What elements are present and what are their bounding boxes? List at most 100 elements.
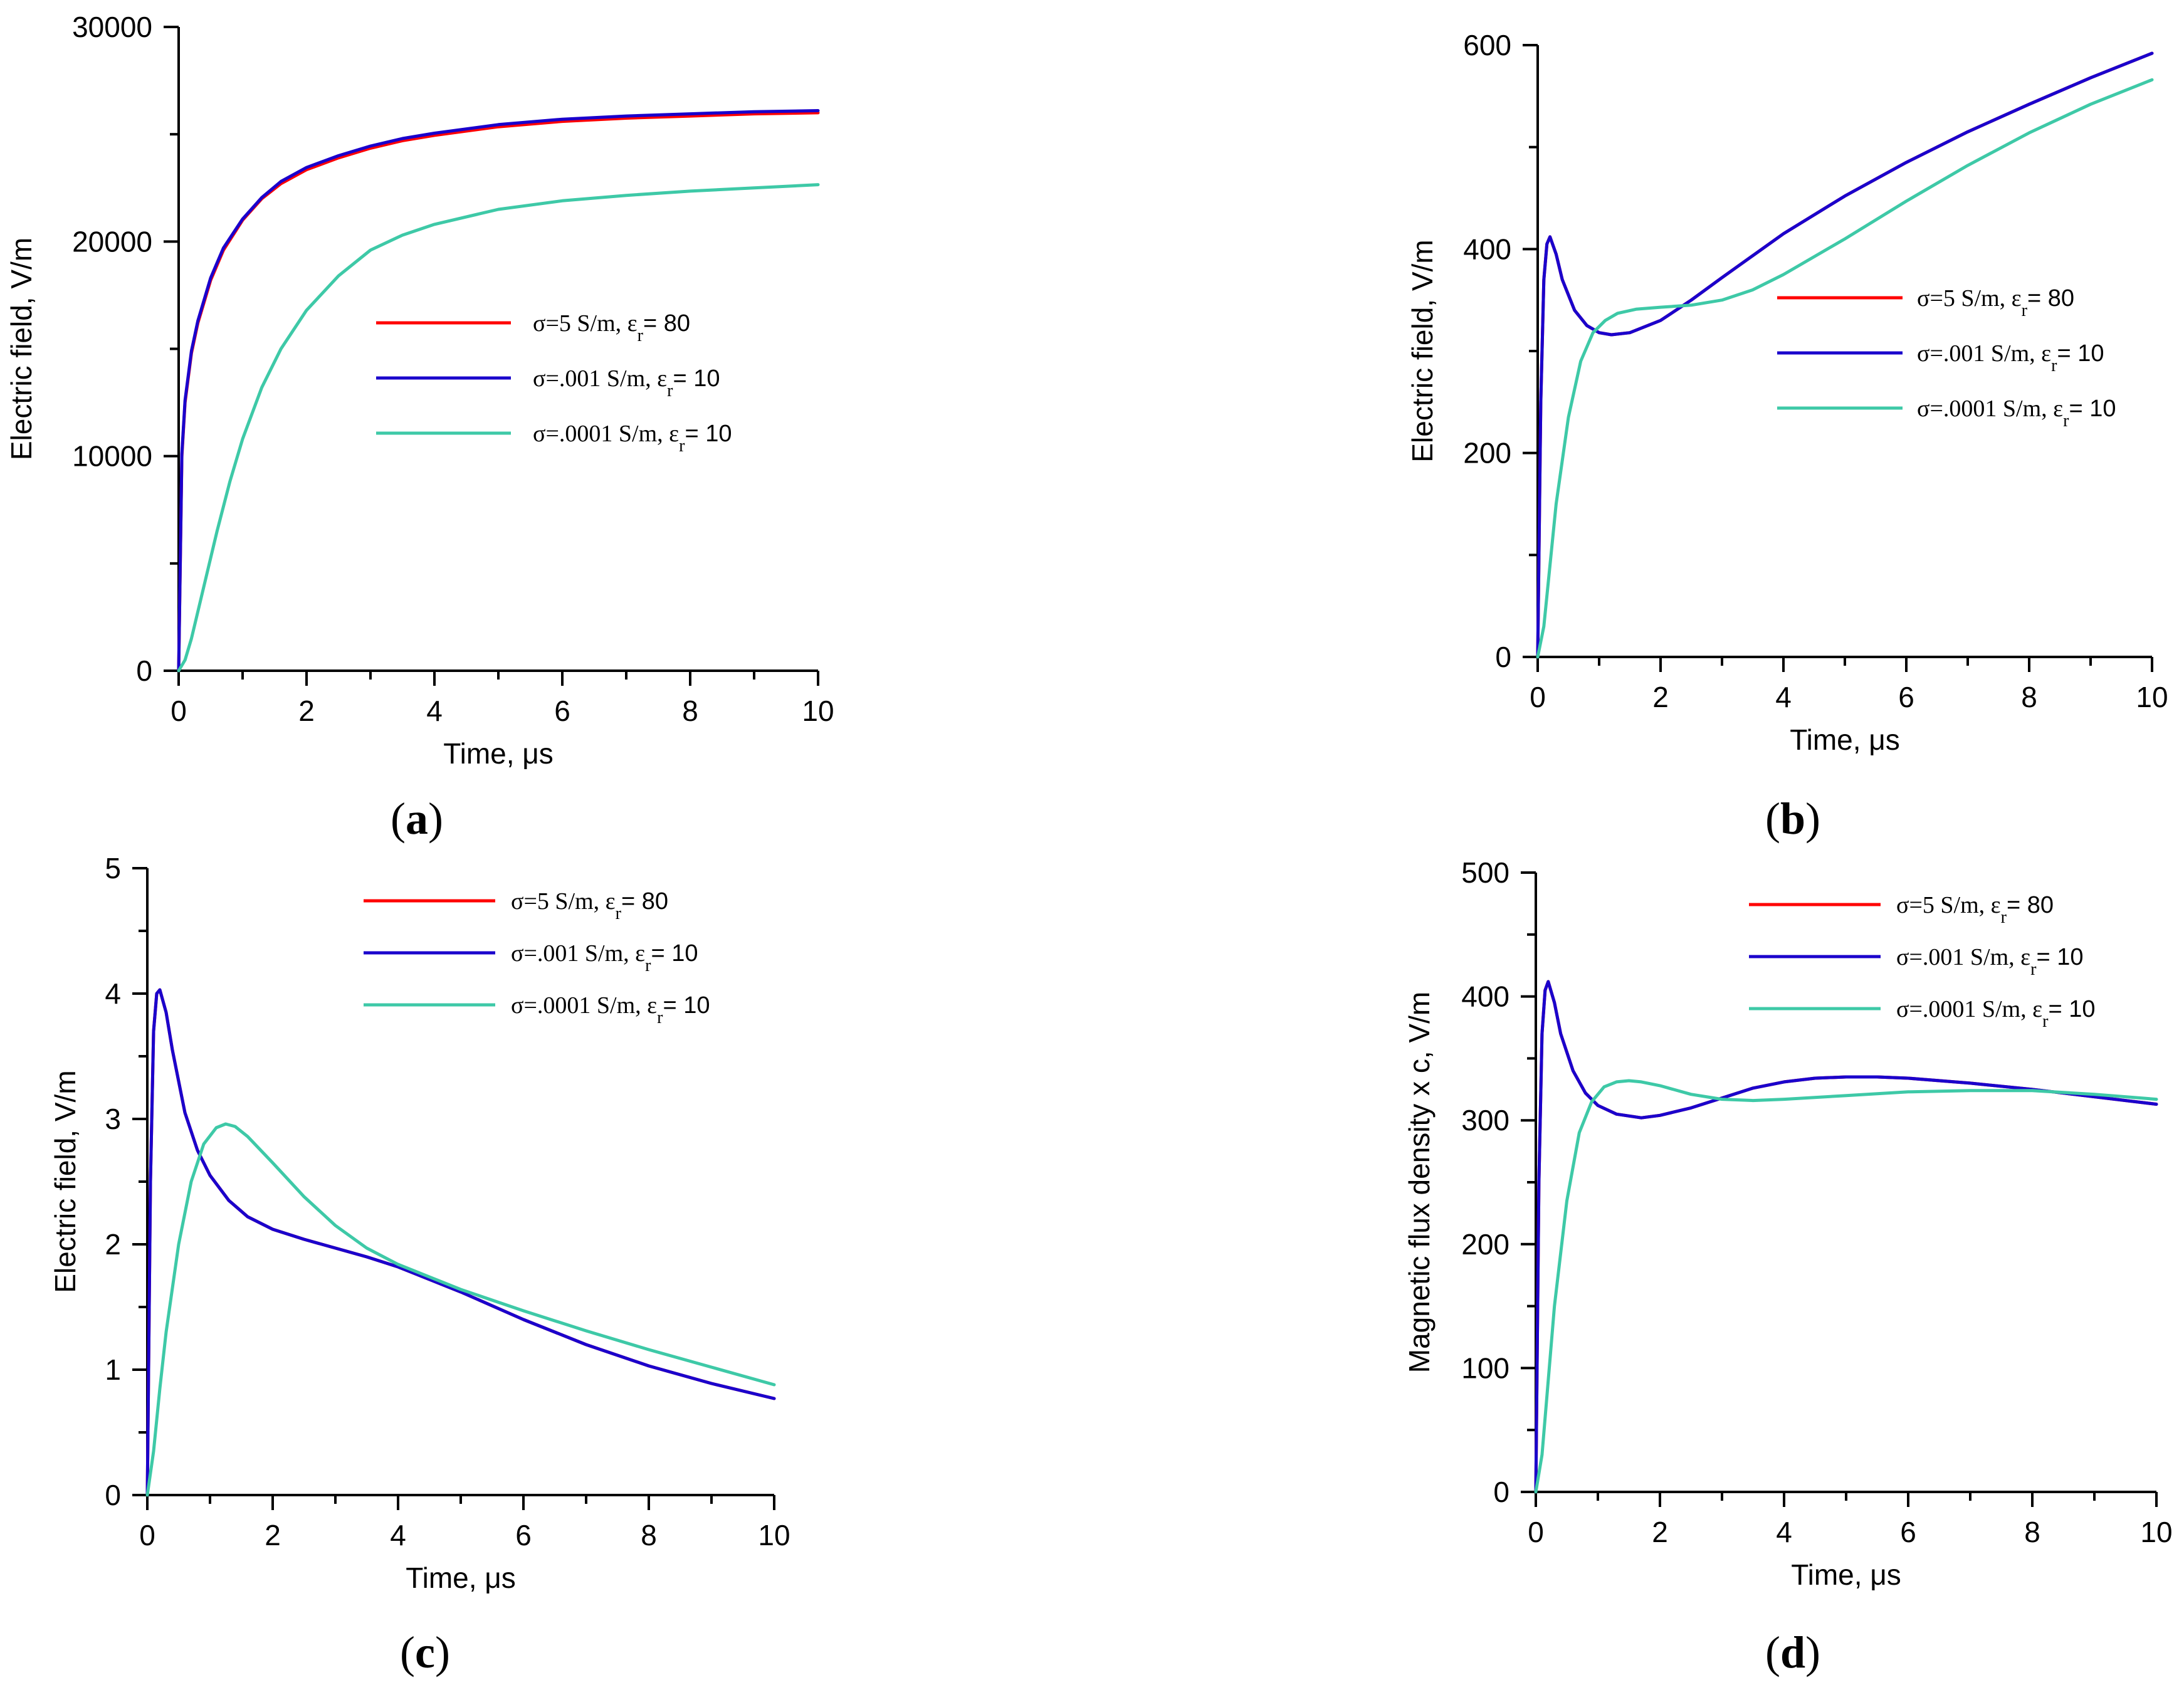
panel-label-open: ( xyxy=(1765,794,1780,844)
y-axis-title: Magnetic flux density x c, V/m xyxy=(1403,992,1436,1373)
chart-panel-b: 0 2 4 6 8 10 0 200 400 600 Time, μs Electric field,… xyxy=(1406,29,2168,844)
x-tick-label: 4 xyxy=(1776,1516,1792,1548)
x-axis-title: Time, μs xyxy=(406,1562,516,1594)
x-tick-label: 8 xyxy=(641,1519,657,1551)
panel-label-open: ( xyxy=(400,1627,415,1677)
x-tick-label: 6 xyxy=(554,695,570,727)
x-tick-label: 2 xyxy=(1652,681,1669,713)
panel-label-open: ( xyxy=(391,794,406,844)
y-tick-label: 0 xyxy=(136,654,152,687)
legend-text-tail: = 10 xyxy=(663,992,710,1019)
legend-text-tail: = 80 xyxy=(643,310,690,337)
legend-text-main: σ=5 S/m, ε xyxy=(1917,285,2022,312)
legend-text-main: σ=.001 S/m, ε xyxy=(1896,944,2030,970)
x-tick-label: 10 xyxy=(2136,681,2168,713)
y-tick-label: 400 xyxy=(1461,980,1509,1013)
series-line-2 xyxy=(177,109,820,673)
x-tick-label: 0 xyxy=(1528,1516,1544,1548)
legend-entry-1: σ=5 S/m, εr= 80 xyxy=(1896,892,2054,927)
series-line-2 xyxy=(1534,980,2158,1494)
legend-entry-2: σ=.001 S/m, εr= 10 xyxy=(1896,944,2083,979)
y-tick-label: 200 xyxy=(1463,437,1511,470)
legend-text-tail: = 10 xyxy=(2069,396,2116,422)
panel-label-open: ( xyxy=(1765,1627,1780,1677)
panel-label-letter: b xyxy=(1780,794,1805,844)
panel-label-close: ) xyxy=(435,1627,450,1677)
y-tick-label: 30000 xyxy=(72,11,152,43)
legend-entry-3: σ=.0001 S/m, εr= 10 xyxy=(511,992,710,1027)
x-tick-label: 8 xyxy=(2024,1516,2040,1548)
legend-entry-2: σ=.001 S/m, εr= 10 xyxy=(1917,340,2104,375)
legend-entry-1: σ=5 S/m, εr= 80 xyxy=(511,888,668,923)
y-axis-title: Electric field, V/m xyxy=(5,238,38,460)
legend-text-tail: = 10 xyxy=(2036,944,2083,970)
legend-text-sub: r xyxy=(2022,301,2028,320)
panel-label-letter: c xyxy=(415,1627,435,1677)
legend-text-sub: r xyxy=(667,381,673,401)
legend-text-main: σ=.0001 S/m, ε xyxy=(1896,996,2042,1022)
legend-entry-1: σ=5 S/m, εr= 80 xyxy=(533,310,690,345)
legend-text-tail: = 80 xyxy=(2007,892,2054,918)
series-line-2 xyxy=(145,988,776,1497)
series-line-2 xyxy=(1536,51,2154,659)
x-tick-label: 6 xyxy=(1900,1516,1916,1548)
x-tick-label: 0 xyxy=(139,1519,155,1551)
legend-text-sub: r xyxy=(657,1008,663,1027)
y-tick-label: 2 xyxy=(105,1228,121,1261)
y-tick-label: 0 xyxy=(1493,1476,1509,1508)
y-tick-label: 400 xyxy=(1463,233,1511,265)
x-tick-label: 8 xyxy=(2021,681,2037,713)
x-tick-label: 0 xyxy=(171,695,187,727)
legend-text-main: σ=.0001 S/m, ε xyxy=(533,421,679,447)
legend-text-sub: r xyxy=(2042,1012,2049,1031)
legend-text-main: σ=5 S/m, ε xyxy=(511,888,616,915)
legend-entry-3: σ=.0001 S/m, εr= 10 xyxy=(1896,996,2095,1031)
legend-entry-1: σ=5 S/m, εr= 80 xyxy=(1917,285,2074,320)
x-tick-label: 10 xyxy=(758,1519,790,1551)
series-line-3 xyxy=(1536,78,2154,659)
legend-entry-3: σ=.0001 S/m, εr= 10 xyxy=(533,421,732,456)
legend-text-main: σ=.001 S/m, ε xyxy=(533,365,667,392)
legend-text-sub: r xyxy=(2001,908,2007,927)
y-tick-label: 0 xyxy=(1495,641,1511,673)
x-tick-label: 2 xyxy=(265,1519,281,1551)
legend-text-main: σ=5 S/m, ε xyxy=(533,310,638,337)
y-tick-label: 300 xyxy=(1461,1104,1509,1136)
legend-text-main: σ=.001 S/m, ε xyxy=(1917,340,2051,367)
series-line-3 xyxy=(1534,1079,2158,1494)
x-tick-label: 6 xyxy=(1898,681,1914,713)
x-tick-label: 10 xyxy=(802,695,834,727)
y-tick-label: 4 xyxy=(105,977,121,1010)
y-tick-label: 0 xyxy=(105,1479,121,1511)
y-tick-label: 3 xyxy=(105,1103,121,1135)
legend-text-tail: = 10 xyxy=(2057,340,2104,367)
x-tick-label: 4 xyxy=(426,695,443,727)
legend-text-sub: r xyxy=(2051,356,2057,375)
legend-text-tail: = 10 xyxy=(685,421,732,447)
y-tick-label: 20000 xyxy=(72,225,152,258)
legend-text-sub: r xyxy=(2030,960,2037,979)
x-axis-title: Time, μs xyxy=(1791,1558,1901,1591)
panel-label: (c) xyxy=(400,1627,450,1677)
series-line-1 xyxy=(177,111,820,673)
panel-label-close: ) xyxy=(1805,1627,1820,1677)
legend-text-sub: r xyxy=(638,326,644,345)
x-tick-label: 4 xyxy=(390,1519,406,1551)
legend-text-tail: = 10 xyxy=(673,365,720,392)
y-tick-label: 100 xyxy=(1461,1352,1509,1384)
x-tick-label: 4 xyxy=(1775,681,1792,713)
panel-label-close: ) xyxy=(1805,794,1820,844)
legend-text-tail: = 10 xyxy=(2048,996,2095,1022)
y-tick-label: 200 xyxy=(1461,1228,1509,1261)
x-tick-label: 10 xyxy=(2140,1516,2172,1548)
legend-text-sub: r xyxy=(2063,411,2069,431)
legend-text-main: σ=.001 S/m, ε xyxy=(511,940,645,967)
legend-text-sub: r xyxy=(645,956,651,975)
legend-text-sub: r xyxy=(679,436,685,456)
panel-label-letter: a xyxy=(406,794,428,844)
legend-text-sub: r xyxy=(616,904,622,923)
panel-label: (b) xyxy=(1765,794,1820,844)
y-tick-label: 5 xyxy=(105,852,121,884)
